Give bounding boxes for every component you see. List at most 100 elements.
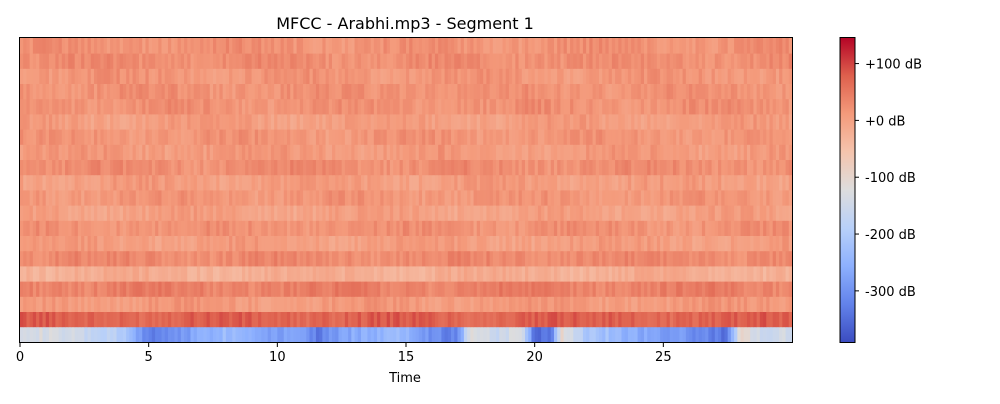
- heatmap-cell: [155, 235, 159, 252]
- heatmap-cell: [145, 326, 150, 343]
- heatmap-cell: [727, 311, 732, 328]
- heatmap-cell: [81, 326, 85, 343]
- heatmap-cell: [341, 281, 346, 297]
- heatmap-cell: [779, 250, 783, 267]
- heatmap-cell: [631, 98, 635, 115]
- heatmap-cell: [267, 114, 272, 130]
- heatmap-cell: [434, 235, 439, 252]
- heatmap-cell: [753, 68, 758, 84]
- heatmap-cell: [425, 296, 429, 312]
- heatmap-cell: [669, 159, 674, 176]
- heatmap-cell: [618, 159, 622, 176]
- heatmap-cell: [370, 38, 375, 54]
- heatmap-cell: [730, 296, 735, 312]
- heatmap-cell: [470, 53, 474, 69]
- heatmap-cell: [566, 326, 571, 343]
- heatmap-cell: [502, 326, 507, 343]
- heatmap-cell: [113, 205, 117, 221]
- heatmap-cell: [164, 159, 169, 176]
- heatmap-cell: [258, 53, 262, 69]
- heatmap-cell: [393, 53, 397, 69]
- heatmap-cell: [126, 266, 130, 282]
- heatmap-cell: [296, 144, 301, 160]
- heatmap-cell: [730, 281, 735, 297]
- heatmap-cell: [383, 296, 388, 312]
- heatmap-cell: [145, 98, 150, 115]
- heatmap-cell: [177, 296, 182, 312]
- heatmap-cell: [312, 68, 317, 84]
- heatmap-cell: [335, 281, 339, 297]
- heatmap-cell: [254, 190, 259, 206]
- heatmap-cell: [338, 190, 343, 206]
- heatmap-cell: [277, 205, 281, 221]
- heatmap-cell: [399, 38, 404, 54]
- heatmap-cell: [309, 266, 314, 282]
- heatmap-cell: [672, 144, 677, 160]
- heatmap-cell: [621, 296, 626, 312]
- heatmap-cell: [332, 281, 336, 297]
- heatmap-cell: [634, 114, 638, 130]
- heatmap-cell: [84, 296, 88, 312]
- heatmap-cell: [444, 235, 449, 252]
- heatmap-cell: [695, 250, 700, 267]
- heatmap-cell: [576, 281, 581, 297]
- heatmap-cell: [389, 326, 394, 343]
- heatmap-cell: [344, 220, 349, 236]
- heatmap-cell: [261, 174, 265, 191]
- heatmap-cell: [177, 98, 182, 115]
- heatmap-cell: [422, 205, 426, 221]
- heatmap-cell: [42, 296, 47, 312]
- heatmap-cell: [637, 220, 642, 236]
- heatmap-cell: [119, 296, 124, 312]
- heatmap-cell: [225, 98, 230, 115]
- heatmap-cell: [560, 250, 565, 267]
- heatmap-cell: [245, 53, 249, 69]
- heatmap-cell: [344, 83, 349, 100]
- heatmap-cell: [650, 159, 655, 176]
- heatmap-cell: [592, 220, 597, 236]
- heatmap-cell: [151, 296, 156, 312]
- heatmap-cell: [386, 159, 391, 176]
- heatmap-cell: [58, 159, 63, 176]
- heatmap-cell: [399, 250, 404, 267]
- heatmap-cell: [306, 53, 310, 69]
- heatmap-cell: [441, 296, 445, 312]
- heatmap-cell: [508, 250, 513, 267]
- heatmap-cell: [155, 98, 159, 115]
- heatmap-cell: [319, 250, 323, 267]
- heatmap-cell: [251, 235, 256, 252]
- heatmap-cell: [245, 83, 249, 100]
- heatmap-cell: [360, 326, 365, 343]
- heatmap-cell: [55, 311, 59, 328]
- heatmap-cell: [566, 235, 571, 252]
- heatmap-cell: [627, 114, 632, 130]
- heatmap-cell: [106, 266, 111, 282]
- heatmap-cell: [238, 250, 243, 267]
- heatmap-cell: [550, 98, 555, 115]
- heatmap-cell: [39, 250, 43, 267]
- heatmap-cell: [689, 235, 693, 252]
- heatmap-cell: [457, 311, 462, 328]
- heatmap-cell: [29, 220, 34, 236]
- heatmap-cell: [335, 114, 339, 130]
- heatmap-cell: [775, 38, 780, 54]
- heatmap-cell: [769, 144, 774, 160]
- heatmap-cell: [602, 83, 606, 100]
- heatmap-cell: [502, 174, 507, 191]
- heatmap-cell: [531, 326, 536, 343]
- heatmap-cell: [245, 114, 249, 130]
- heatmap-cell: [579, 190, 584, 206]
- heatmap-cell: [750, 190, 754, 206]
- heatmap-cell: [782, 174, 786, 191]
- heatmap-cell: [734, 38, 738, 54]
- heatmap-cell: [663, 296, 667, 312]
- heatmap-cell: [570, 250, 574, 267]
- heatmap-cell: [718, 235, 722, 252]
- heatmap-cell: [644, 205, 648, 221]
- heatmap-cell: [428, 235, 433, 252]
- heatmap-cell: [161, 68, 166, 84]
- heatmap-cell: [373, 250, 378, 267]
- heatmap-cell: [766, 235, 770, 252]
- heatmap-cell: [663, 266, 667, 282]
- heatmap-cell: [415, 174, 420, 191]
